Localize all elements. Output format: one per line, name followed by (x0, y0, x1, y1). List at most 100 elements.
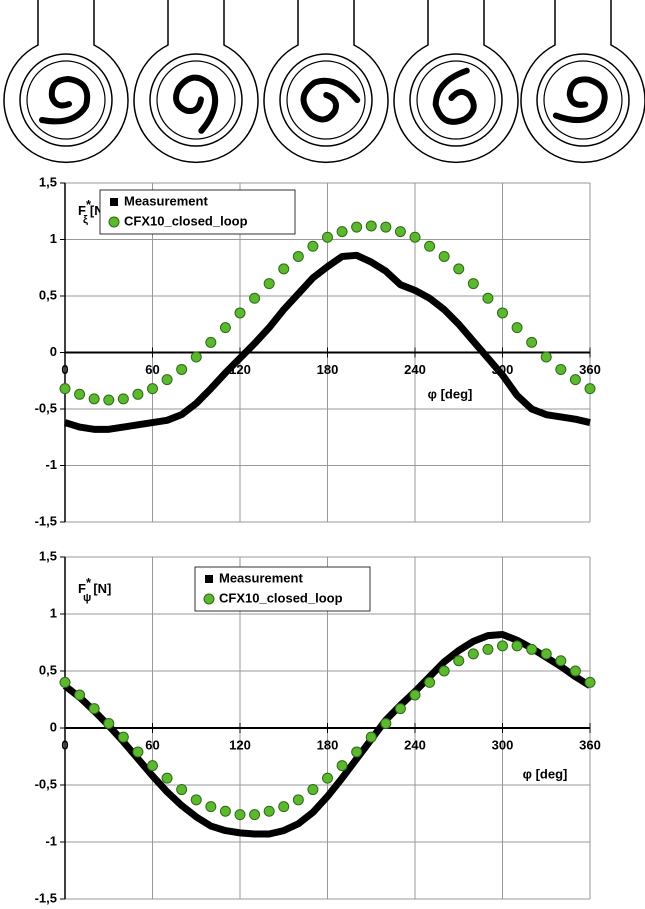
y-tick-label: -1,5 (35, 890, 57, 905)
data-point (219, 805, 231, 817)
y-tick-label: -0,5 (35, 400, 57, 415)
y-label-sup: * (86, 575, 92, 590)
y-tick-label: -1 (45, 457, 57, 472)
data-point (234, 809, 246, 821)
data-point (307, 784, 319, 796)
legend-swatch (203, 593, 215, 605)
data-point (409, 231, 421, 243)
y-tick-label: 1 (50, 231, 57, 246)
data-point (147, 383, 158, 395)
data-point (205, 336, 217, 348)
data-point (365, 220, 377, 232)
data-point (103, 717, 115, 729)
data-point (117, 393, 129, 405)
y-tick-label: -1,5 (35, 513, 57, 528)
data-point (424, 676, 436, 688)
data-point (132, 746, 144, 758)
y-tick-label: 0 (50, 719, 57, 734)
data-point (161, 772, 173, 784)
x-tick-label: 360 (579, 362, 601, 377)
data-point (467, 278, 479, 290)
data-point (497, 640, 508, 652)
data-point (176, 363, 188, 375)
data-point (497, 307, 508, 319)
pump-drawings (3, 0, 645, 164)
x-tick-label: 180 (317, 362, 339, 377)
data-point (249, 809, 261, 821)
data-point (249, 292, 261, 304)
y-tick-label: 0 (50, 344, 57, 359)
data-point (132, 388, 144, 400)
data-point (307, 240, 319, 252)
data-point (322, 231, 333, 243)
data-point (467, 648, 479, 660)
x-tick-label: 60 (145, 737, 159, 752)
data-point (59, 676, 71, 688)
pump-drawing (133, 0, 259, 164)
chart: -1,5-1-0,500,511,5060120180240300360φ [d… (35, 548, 601, 905)
data-point (569, 665, 581, 677)
data-point (540, 351, 552, 363)
x-axis-label: φ [deg] (428, 386, 473, 401)
data-point (59, 383, 71, 395)
data-point (394, 226, 406, 238)
data-point (555, 363, 567, 375)
legend-swatch (110, 198, 118, 206)
data-point (336, 226, 348, 238)
data-point (482, 643, 494, 655)
data-point (88, 703, 100, 715)
pump-drawing (393, 0, 519, 164)
y-label-symbol: F (78, 581, 86, 596)
x-tick-label: 180 (317, 737, 339, 752)
y-label-sup: * (86, 197, 92, 212)
data-point (263, 805, 275, 817)
pump-drawing (263, 0, 389, 164)
data-point (569, 374, 581, 386)
data-point (365, 731, 377, 743)
data-point (176, 784, 188, 796)
data-point (380, 221, 392, 233)
data-point (74, 388, 86, 400)
data-point (161, 374, 173, 386)
x-tick-label: 60 (145, 362, 159, 377)
y-axis-label: F* ψ[N] (78, 575, 111, 603)
data-point (117, 731, 129, 743)
legend: Measurement CFX10_closed_loop (99, 189, 296, 235)
legend-box (99, 189, 296, 235)
data-point (351, 221, 363, 233)
legend: Measurement CFX10_closed_loop (194, 566, 371, 612)
data-point (482, 292, 494, 304)
y-label-unit: [N] (93, 581, 111, 596)
data-point (219, 322, 231, 334)
data-point (263, 278, 275, 290)
data-point (74, 689, 86, 701)
data-point (511, 640, 523, 652)
data-point (555, 655, 567, 667)
data-point (103, 394, 115, 406)
data-point (351, 746, 363, 758)
data-point (147, 760, 158, 772)
data-point (278, 263, 290, 275)
data-point (424, 240, 436, 252)
x-tick-label: 240 (404, 362, 426, 377)
legend-label: Measurement (219, 570, 303, 585)
x-tick-label: 300 (492, 737, 514, 752)
legend-label: CFX10_closed_loop (219, 590, 343, 605)
y-tick-label: 1 (50, 605, 57, 620)
data-point (336, 760, 348, 772)
y-tick-label: 0,5 (39, 287, 57, 302)
legend-swatch (205, 575, 213, 583)
data-point (526, 643, 538, 655)
data-point (380, 717, 392, 729)
data-point (292, 250, 304, 262)
chart: -1,5-1-0,500,511,5060120180240300360φ [d… (35, 174, 601, 528)
y-tick-label: 1,5 (39, 548, 57, 563)
legend-swatch (108, 216, 120, 228)
data-point (540, 648, 552, 660)
data-point (453, 655, 465, 667)
x-axis-label: φ [deg] (523, 766, 568, 781)
x-tick-label: 120 (229, 737, 251, 752)
y-tick-label: -1 (45, 833, 57, 848)
data-point (234, 307, 246, 319)
